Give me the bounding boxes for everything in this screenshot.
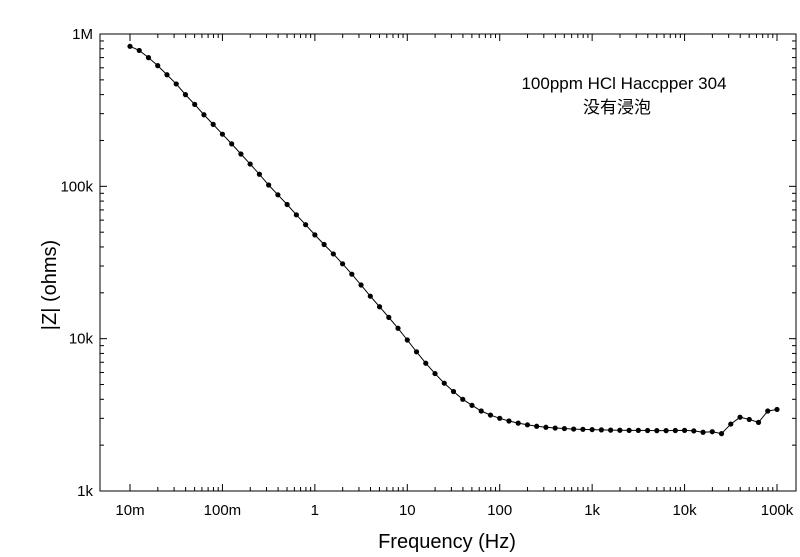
data-point xyxy=(349,271,355,277)
data-point xyxy=(450,388,457,395)
data-point xyxy=(247,161,253,167)
data-point xyxy=(681,427,688,433)
data-point xyxy=(635,427,641,433)
x-tick-label: 100k xyxy=(761,502,794,519)
data-point xyxy=(571,426,577,432)
data-point xyxy=(598,427,604,433)
data-point xyxy=(173,81,179,87)
data-point xyxy=(395,325,401,331)
data-point xyxy=(321,241,327,248)
y-axis-label: |Z| (ohms) xyxy=(39,240,61,330)
x-tick-label: 10 xyxy=(399,502,416,519)
data-point xyxy=(765,408,771,414)
data-point xyxy=(367,293,373,299)
data-point xyxy=(145,55,152,61)
data-point xyxy=(238,151,244,157)
x-tick-label: 10k xyxy=(672,502,697,519)
data-point xyxy=(718,431,725,437)
data-point xyxy=(386,314,392,320)
plot-frame xyxy=(99,33,797,492)
data-point xyxy=(155,63,161,69)
data-point xyxy=(312,232,318,238)
data-point xyxy=(700,429,706,435)
data-point xyxy=(127,43,133,49)
data-point xyxy=(654,428,660,434)
data-point xyxy=(460,396,466,402)
data-point xyxy=(626,427,632,433)
x-tick-label: 1 xyxy=(311,502,319,519)
data-point xyxy=(608,427,614,433)
data-point xyxy=(293,212,299,218)
data-point xyxy=(339,261,346,267)
data-point xyxy=(256,171,262,177)
data-point xyxy=(266,182,272,188)
data-point xyxy=(358,282,364,288)
data-point xyxy=(645,427,651,434)
data-point xyxy=(487,412,494,418)
data-point xyxy=(543,424,549,430)
x-tick-label: 10m xyxy=(115,502,144,519)
data-point xyxy=(376,304,383,310)
x-tick-label: 1k xyxy=(584,502,600,519)
data-point xyxy=(219,131,226,137)
data-point xyxy=(201,112,207,118)
data-point xyxy=(210,121,216,127)
data-point xyxy=(192,101,198,108)
data-point xyxy=(182,92,189,98)
data-point xyxy=(478,408,484,414)
data-point xyxy=(275,192,281,198)
y-tick-label: 1k xyxy=(77,483,93,500)
ticks-group xyxy=(100,33,796,492)
data-point xyxy=(515,420,521,426)
data-point xyxy=(663,428,669,434)
data-point xyxy=(524,422,531,428)
data-point xyxy=(672,427,678,434)
data-point xyxy=(755,419,762,426)
data-point xyxy=(413,349,420,355)
data-point xyxy=(432,370,438,377)
data-point xyxy=(423,360,429,366)
y-tick-label: 100k xyxy=(60,178,93,195)
series-points xyxy=(127,43,780,437)
data-point xyxy=(229,141,235,147)
data-point xyxy=(589,426,595,433)
y-tick-label: 1M xyxy=(72,26,93,43)
data-point xyxy=(136,47,142,54)
data-point xyxy=(691,428,697,434)
data-point xyxy=(580,426,586,432)
data-point xyxy=(404,337,410,343)
data-point xyxy=(441,380,447,386)
x-axis-label: Frequency (Hz) xyxy=(378,531,516,553)
series-line xyxy=(129,45,778,435)
x-tick-label: 100m xyxy=(204,502,242,519)
x-tick-label: 100 xyxy=(487,502,512,519)
data-point xyxy=(728,421,734,427)
data-point xyxy=(774,406,780,413)
data-point xyxy=(534,423,540,429)
y-tick-labels: 1k 10k 100k 1M xyxy=(60,26,93,500)
annotation-line-1: 100ppm HCl Haccpper 304 xyxy=(521,74,726,93)
data-point xyxy=(561,425,568,432)
data-point xyxy=(737,414,743,420)
data-point xyxy=(746,416,752,423)
data-point xyxy=(330,251,336,257)
data-point xyxy=(709,429,715,435)
annotation-line-2: 没有浸泡 xyxy=(583,98,651,117)
data-point xyxy=(617,427,623,433)
data-point xyxy=(506,418,512,424)
data-point xyxy=(497,415,503,421)
data-point xyxy=(164,72,170,78)
y-tick-label: 10k xyxy=(69,331,94,348)
data-point xyxy=(303,222,309,228)
x-tick-labels: 10m 100m 1 10 100 1k 10k 100k xyxy=(115,502,793,519)
data-point xyxy=(552,425,558,431)
data-point xyxy=(284,201,290,208)
data-point xyxy=(469,402,475,408)
